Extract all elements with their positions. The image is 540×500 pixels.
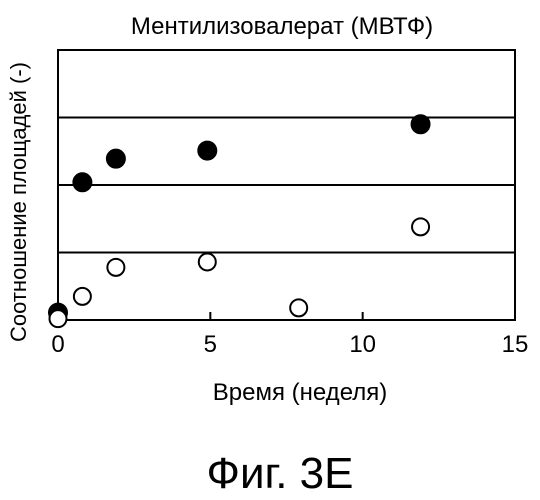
- x-ticks: 0 5 10 15: [51, 312, 528, 358]
- grid-layer: [58, 118, 515, 253]
- filled-data-point: [412, 115, 430, 133]
- y-axis-label: Соотношение площадей (-): [6, 62, 31, 342]
- data-points: [49, 115, 430, 327]
- open-data-point: [290, 299, 307, 316]
- x-tick-label: 0: [51, 331, 64, 358]
- filled-data-point: [73, 173, 91, 191]
- plot-area: 0 5 10 15: [49, 50, 528, 358]
- x-tick-label: 15: [502, 331, 529, 358]
- x-tick-label: 10: [349, 331, 376, 358]
- figure-label: Фиг. 3E: [207, 449, 354, 498]
- x-tick-label: 5: [204, 331, 217, 358]
- open-data-point: [74, 288, 91, 305]
- chart-title: Ментилизовалерат (МВТФ): [131, 13, 433, 40]
- filled-data-point: [198, 142, 216, 160]
- open-data-point: [412, 218, 429, 235]
- filled-data-point: [107, 150, 125, 168]
- open-data-point: [107, 259, 124, 276]
- x-axis-label: Время (неделя): [213, 379, 387, 406]
- open-data-point: [199, 253, 216, 270]
- open-data-point: [50, 310, 67, 327]
